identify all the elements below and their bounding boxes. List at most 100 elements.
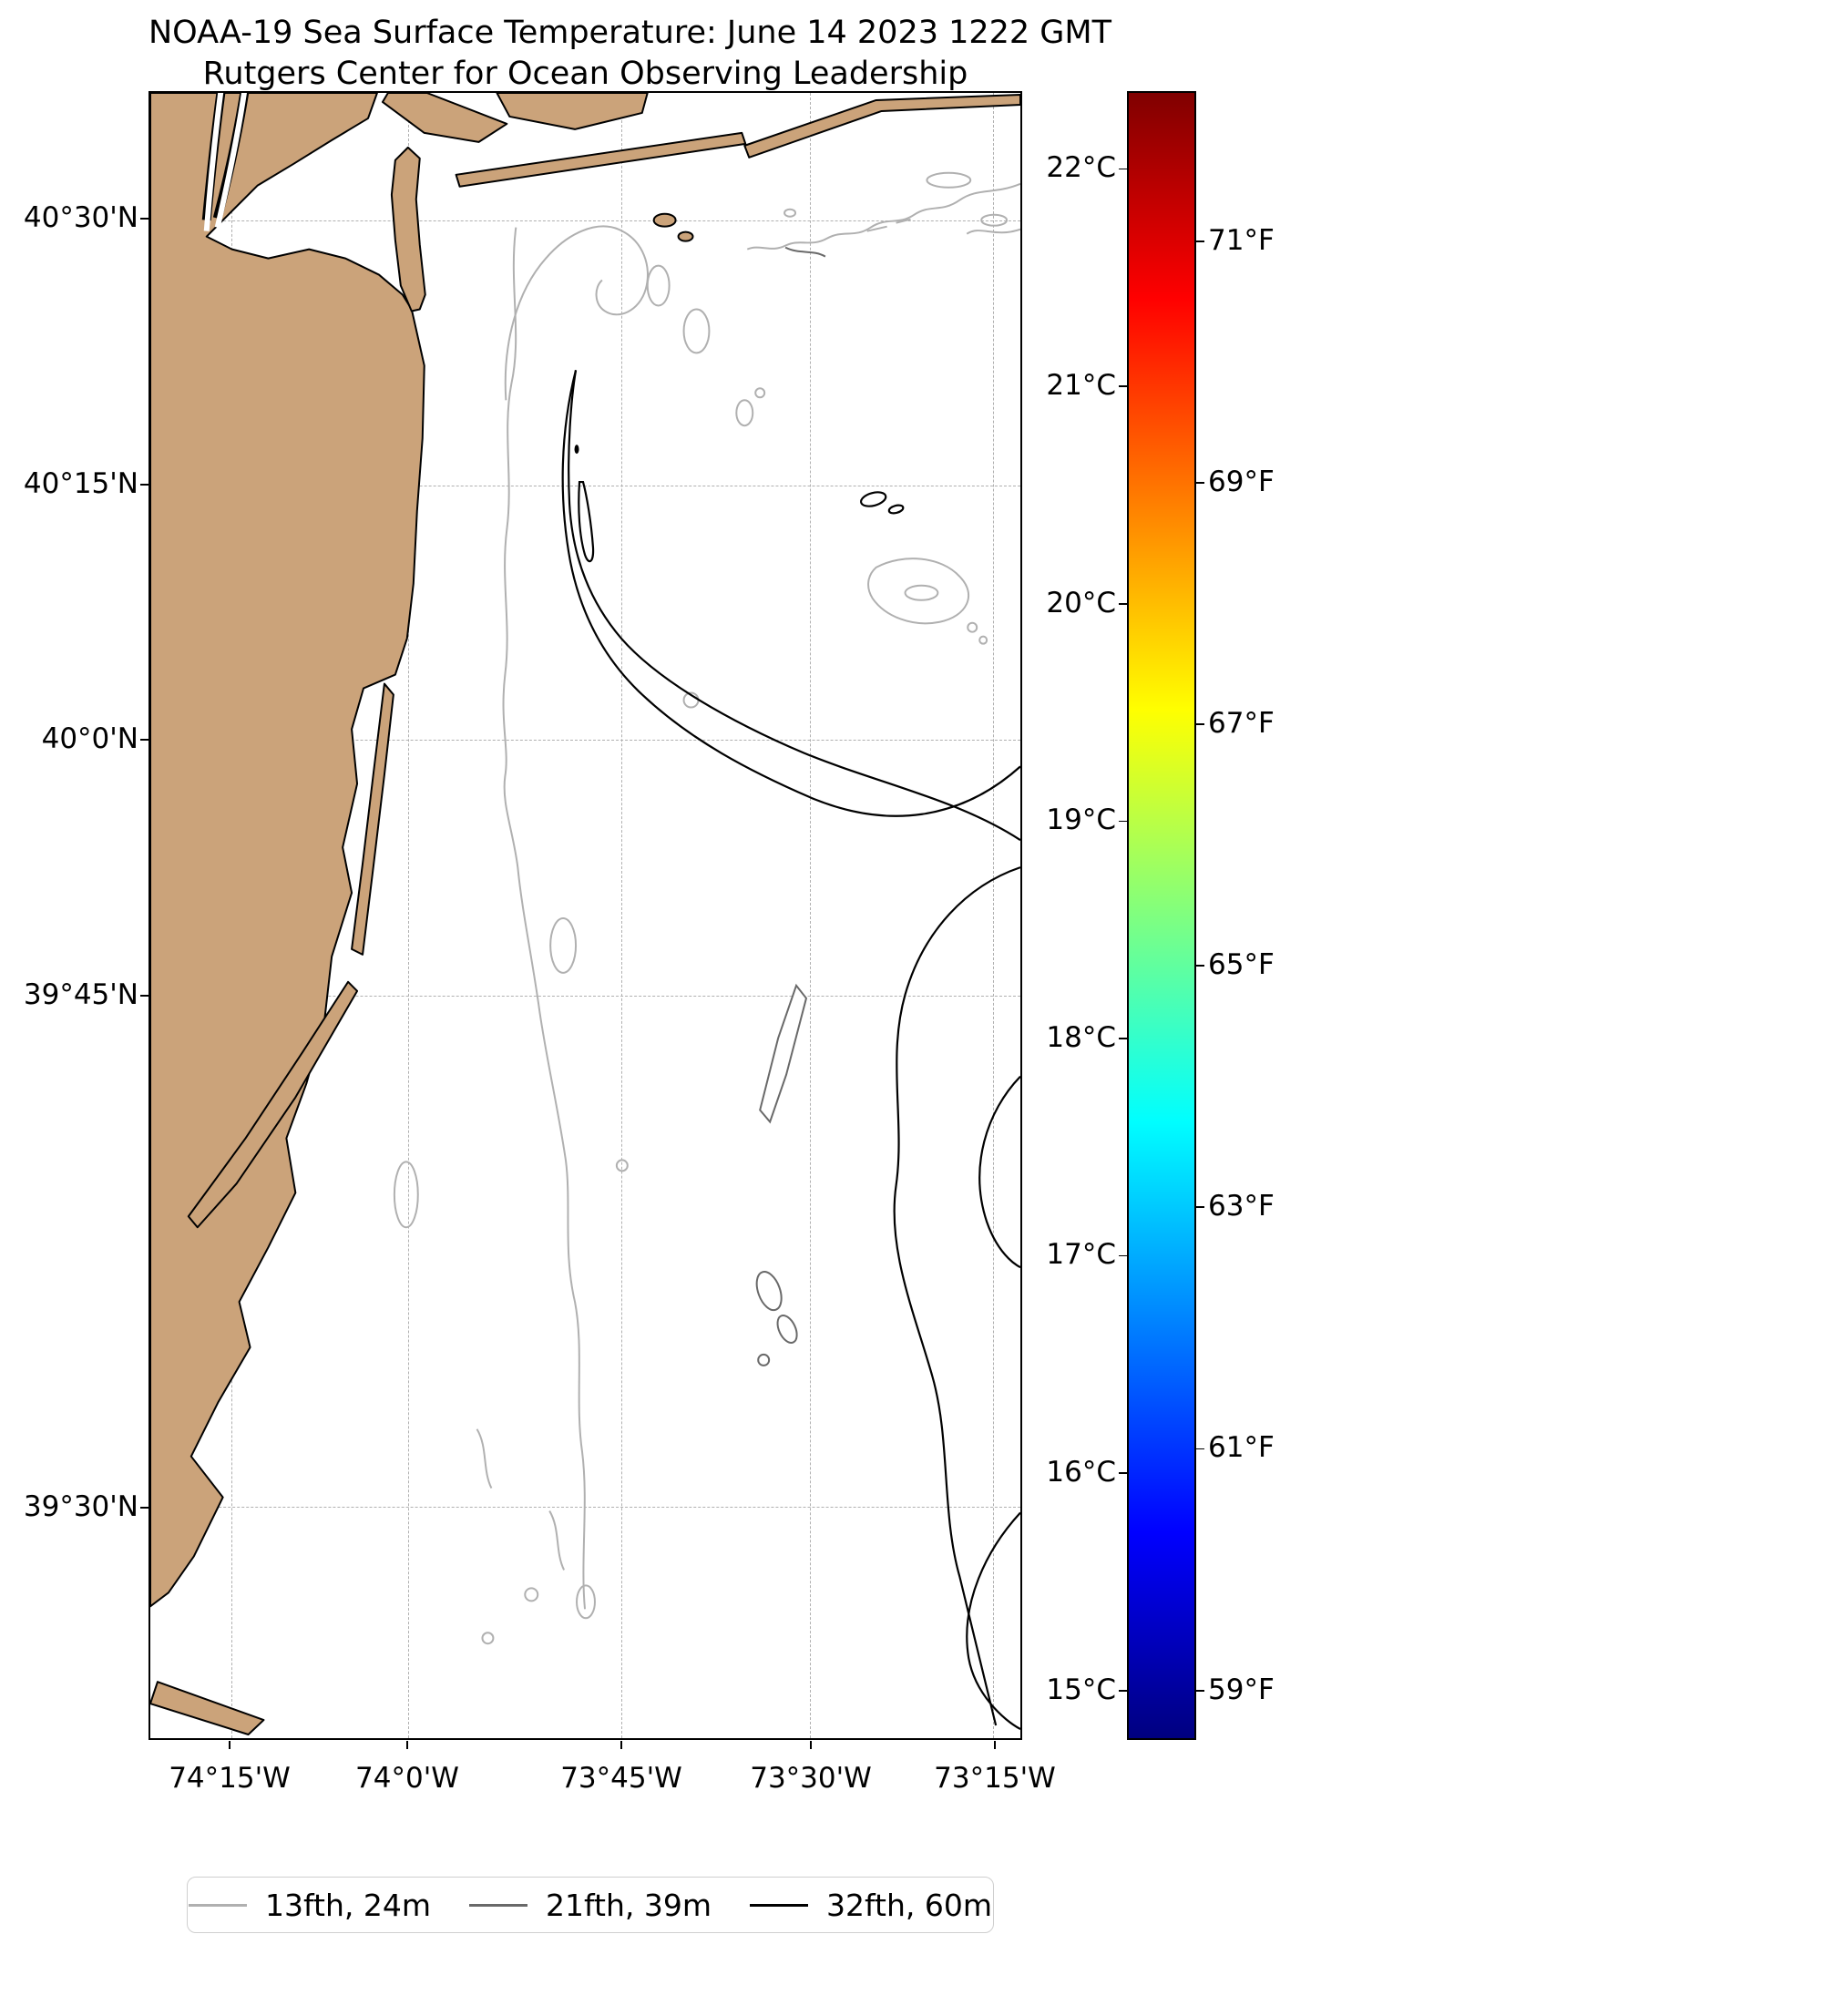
- lat-tick-label: 39°30'N: [23, 1489, 138, 1523]
- colorbar-celsius-tick-mark: [1119, 1254, 1127, 1257]
- contour-legend: 13fth, 24m 21fth, 39m 32fth, 60m: [187, 1877, 994, 1933]
- land-regions: [150, 93, 1020, 1736]
- colorbar-celsius-tick-mark: [1119, 1038, 1127, 1039]
- legend-line-sample: [469, 1903, 527, 1907]
- colorbar-fahrenheit-tick-mark: [1196, 965, 1204, 967]
- land-top-piece-center: [496, 93, 649, 130]
- contour-24m-loop: [576, 1584, 596, 1620]
- land-nj-mainland: [150, 93, 425, 1608]
- lon-tick-mark: [406, 1741, 408, 1749]
- land-top-piece-east: [743, 93, 1020, 159]
- land-small-island: [652, 212, 677, 228]
- colorbar-fahrenheit-label: 63°F: [1208, 1190, 1275, 1223]
- colorbar-celsius-tick-mark: [1119, 602, 1127, 605]
- lat-tick-mark: [140, 218, 149, 220]
- colorbar-celsius-label: 16°C: [1046, 1455, 1116, 1489]
- land-barrier-island-south: [187, 980, 359, 1229]
- contour-24m-fragment: [896, 218, 911, 224]
- contour-24m-fragment: [866, 225, 887, 232]
- lat-tick-label: 40°30'N: [23, 200, 138, 234]
- colorbar-celsius-label: 15°C: [1046, 1673, 1116, 1706]
- lon-tick-label: 73°30'W: [750, 1762, 872, 1795]
- legend-item: 32fth, 60m: [750, 1888, 992, 1923]
- colorbar-celsius-label: 21°C: [1046, 368, 1116, 402]
- lon-tick-mark: [810, 1741, 812, 1749]
- contour-24m-loop: [682, 308, 711, 354]
- contour-24m-fragment: [966, 228, 1020, 235]
- colorbar-celsius-label: 19°C: [1046, 803, 1116, 837]
- colorbar-fahrenheit-label: 67°F: [1208, 706, 1275, 740]
- chart-title: NOAA-19 Sea Surface Temperature: June 14…: [149, 15, 1112, 51]
- contour-24m-loop: [904, 584, 939, 601]
- lon-gridline: [809, 93, 811, 1738]
- contour-24m-fragment: [476, 1428, 493, 1489]
- colorbar-fahrenheit-tick-mark: [1196, 1206, 1204, 1209]
- colorbar-celsius-label: 18°C: [1046, 1020, 1116, 1054]
- legend-item: 13fth, 24m: [189, 1888, 431, 1923]
- contour-39m-sliver: [759, 983, 808, 1124]
- lon-gridline: [407, 93, 409, 1738]
- contour-24m-loop: [867, 558, 969, 625]
- contour-24m-loop: [926, 171, 972, 189]
- lon-tick-mark: [620, 1741, 622, 1749]
- land-sandy-hook: [390, 146, 426, 312]
- contour-60m-right-loop: [978, 1075, 1020, 1269]
- contour-24m-central-meander: [502, 227, 586, 1610]
- contours-21fth-39m: [755, 246, 826, 1366]
- colorbar-celsius-tick-mark: [1119, 1689, 1127, 1692]
- colorbar-fahrenheit-label: 71°F: [1208, 223, 1275, 257]
- lat-gridline: [150, 220, 1020, 221]
- colorbar-fahrenheit-label: 61°F: [1208, 1431, 1275, 1465]
- contour-39m-fragment: [784, 246, 826, 258]
- contour-60m-right-loop: [966, 1511, 1020, 1730]
- contour-39m-loop: [757, 1353, 771, 1366]
- river-channel: [214, 93, 247, 229]
- land-small-island: [677, 230, 694, 242]
- lat-tick-label: 40°15'N: [23, 467, 138, 501]
- land-barrier-island-north: [351, 682, 394, 956]
- lat-gridline: [150, 740, 1020, 742]
- colorbar-fahrenheit-label: 69°F: [1208, 465, 1275, 498]
- map-plot-area: [149, 91, 1022, 1740]
- lat-gridline: [150, 995, 1020, 997]
- contour-24m-loop: [980, 213, 1009, 227]
- contour-24m-loop: [967, 621, 978, 633]
- lon-tick-mark: [229, 1741, 230, 1749]
- legend-line-sample: [189, 1903, 247, 1907]
- lat-tick-mark: [140, 739, 149, 742]
- contour-60m-hudson-valley-inner: [568, 370, 1020, 842]
- contour-60m-loop: [859, 491, 887, 507]
- chart-subtitle: Rutgers Center for Ocean Observing Leade…: [202, 56, 968, 92]
- colorbar-celsius-tick-mark: [1119, 820, 1127, 823]
- colorbar-fahrenheit-tick-mark: [1196, 723, 1204, 725]
- lon-tick-label: 74°15'W: [169, 1762, 291, 1795]
- colorbar-celsius-label: 22°C: [1046, 151, 1116, 185]
- lon-tick-label: 73°15'W: [934, 1762, 1056, 1795]
- lat-tick-label: 39°45'N: [23, 977, 138, 1011]
- lon-tick-label: 73°45'W: [560, 1762, 682, 1795]
- contour-60m-valley-axis-sliver: [578, 480, 595, 563]
- contour-39m-loop: [755, 1271, 783, 1312]
- lat-tick-mark: [140, 1507, 149, 1509]
- contour-60m-dot: [574, 445, 579, 455]
- colorbar: [1127, 91, 1196, 1740]
- land-long-beach-strip: [455, 131, 747, 188]
- legend-item-label: 13fth, 24m: [265, 1887, 431, 1923]
- lon-tick-mark: [994, 1741, 996, 1749]
- lon-tick-label: 74°0'W: [355, 1762, 459, 1795]
- contour-24m-loop: [783, 208, 797, 218]
- contour-39m-loop: [776, 1315, 798, 1344]
- contour-24m-fragment: [548, 1510, 565, 1571]
- colorbar-fahrenheit-tick-mark: [1196, 1689, 1204, 1692]
- colorbar-celsius-label: 17°C: [1046, 1238, 1116, 1272]
- colorbar-fahrenheit-tick-mark: [1196, 1448, 1204, 1450]
- contour-24m-loop: [646, 264, 671, 307]
- colorbar-celsius-tick-mark: [1119, 168, 1127, 170]
- land-sliver-bottom: [150, 1681, 265, 1736]
- contours-32fth-60m: [561, 370, 1020, 1730]
- contour-24m-long-island-shore: [746, 182, 1020, 251]
- colorbar-fahrenheit-tick-mark: [1196, 240, 1204, 242]
- contour-24m-loop: [393, 1161, 419, 1229]
- contour-60m-loop: [887, 504, 905, 515]
- contour-24m-loop: [615, 1159, 629, 1172]
